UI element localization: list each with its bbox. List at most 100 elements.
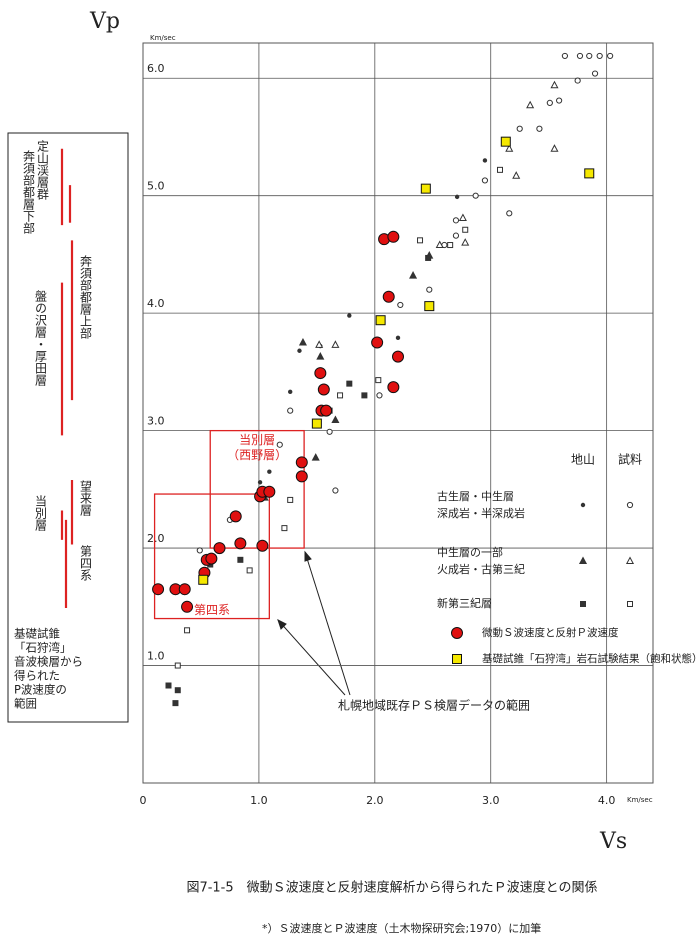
- point: [314, 367, 327, 380]
- x-tick-label: 3.0: [482, 794, 500, 807]
- point: [576, 52, 584, 60]
- range-note: 「石狩湾」: [14, 641, 72, 655]
- point: [395, 335, 401, 341]
- x-tick-label: 1.0: [250, 794, 268, 807]
- point: [295, 456, 308, 469]
- point: [311, 418, 322, 429]
- point: [361, 392, 368, 399]
- y-tick-label: 2.0: [147, 532, 165, 545]
- y-tick-label: 3.0: [147, 415, 165, 428]
- x-tick-label: 2.0: [366, 794, 384, 807]
- range-label: 望来層: [79, 480, 93, 517]
- legend-marker: [626, 501, 634, 509]
- point: [281, 525, 288, 532]
- point: [152, 583, 165, 596]
- box-label: （西野層）: [227, 448, 287, 462]
- point: [315, 340, 324, 348]
- point: [454, 194, 460, 200]
- point: [317, 383, 330, 396]
- legend-header: 試料: [618, 452, 642, 467]
- point: [287, 496, 294, 503]
- box-label: 第四系: [194, 603, 230, 617]
- point: [375, 377, 382, 384]
- range-label: 奔須部都層上部: [79, 255, 93, 339]
- y-tick-label: 1.0: [147, 650, 165, 663]
- point: [447, 242, 454, 249]
- point: [165, 682, 172, 689]
- legend-marker: [625, 556, 635, 564]
- range-label: 盤の沢層・厚田層: [34, 290, 48, 387]
- footnote: *）Ｓ波速度とＰ波速度（土木物探研究会;1970）に加筆: [262, 921, 541, 935]
- point: [263, 485, 276, 498]
- legend-header: 地山: [571, 453, 595, 467]
- range-panel: [7, 132, 129, 723]
- point: [174, 662, 181, 669]
- legend-marker: [452, 654, 462, 664]
- point: [481, 177, 489, 184]
- caption: 図7-1-5 微動Ｓ波速度と反射速度解析から得られたＰ波速度との関係: [186, 880, 597, 896]
- point: [246, 567, 253, 574]
- point: [426, 286, 433, 293]
- point: [424, 301, 435, 312]
- point: [397, 301, 404, 309]
- arrows: [277, 550, 351, 696]
- legend-marker: [580, 601, 586, 607]
- point: [536, 125, 543, 132]
- point: [512, 171, 521, 179]
- point: [256, 539, 269, 552]
- point: [257, 480, 263, 485]
- point: [505, 144, 514, 152]
- point: [506, 210, 513, 217]
- point: [298, 337, 307, 346]
- legend-label: 深成岩・半深成岩: [437, 506, 525, 520]
- point: [482, 158, 488, 163]
- point: [596, 52, 603, 60]
- y-tick-label: 4.0: [147, 297, 165, 310]
- point: [276, 441, 283, 448]
- point: [229, 510, 242, 523]
- point: [174, 687, 181, 694]
- point: [205, 552, 218, 565]
- point: [198, 574, 209, 585]
- point: [320, 404, 333, 417]
- point: [461, 238, 470, 246]
- point: [297, 348, 302, 353]
- point: [387, 230, 400, 243]
- point: [234, 537, 247, 550]
- point: [331, 340, 340, 348]
- legend-label: 火成岩・古第三紀: [437, 562, 525, 576]
- y-tick-label: 6.0: [147, 62, 165, 75]
- point: [550, 144, 559, 152]
- point: [331, 415, 340, 424]
- point: [172, 700, 179, 707]
- point: [332, 487, 339, 494]
- point: [347, 313, 352, 318]
- point: [425, 254, 432, 261]
- point: [376, 392, 383, 399]
- point: [237, 556, 244, 563]
- legend-marker: [578, 556, 588, 564]
- point: [584, 168, 595, 179]
- point: [574, 77, 581, 84]
- point: [375, 315, 386, 326]
- legend-label: 基礎試錐「石狩湾」岩石試験結果（飽和状態）: [482, 652, 699, 665]
- x-tick-label: 0: [140, 794, 147, 807]
- point: [371, 336, 384, 349]
- point: [516, 125, 523, 132]
- range-label: 奔須部都層下部: [22, 150, 36, 234]
- point: [311, 453, 320, 461]
- point: [213, 542, 226, 555]
- point: [586, 52, 593, 60]
- point: [409, 271, 418, 279]
- point: [196, 547, 203, 554]
- legend-label: 古生層・中生層: [437, 489, 514, 503]
- x-title: Vs: [599, 829, 627, 854]
- range-note: P波速度の: [14, 683, 67, 697]
- range-note: 範囲: [14, 697, 37, 711]
- point: [346, 380, 353, 387]
- range-note: 基礎試錐: [14, 627, 60, 641]
- point: [452, 217, 460, 224]
- point: [417, 237, 424, 244]
- point: [420, 183, 431, 194]
